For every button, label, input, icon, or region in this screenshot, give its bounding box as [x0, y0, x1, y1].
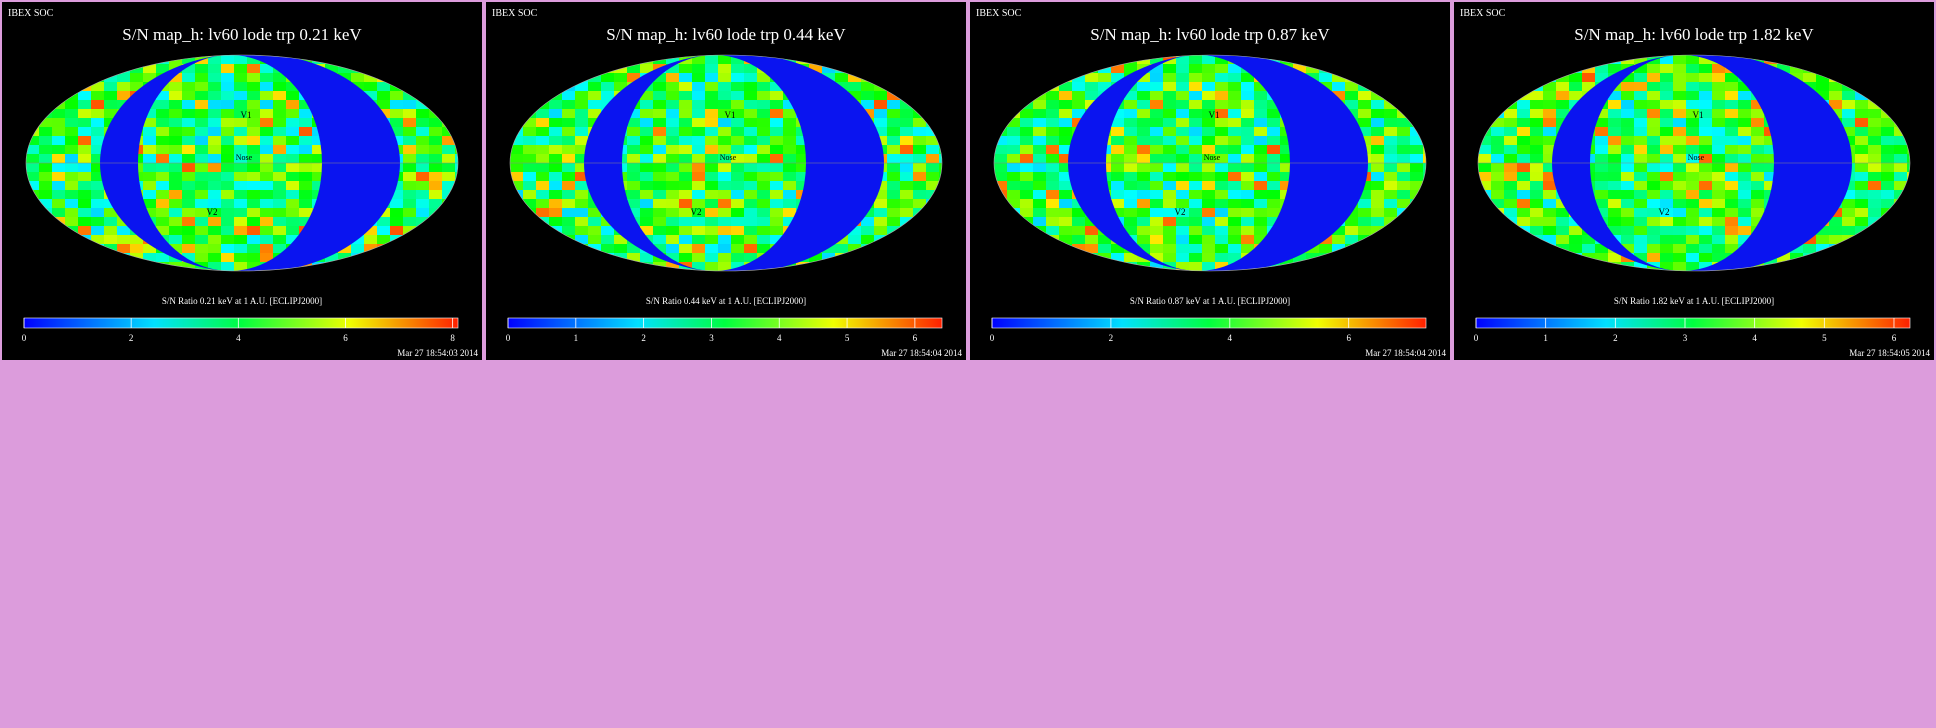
colorbar-label: S/N Ratio 0.87 keV at 1 A.U. [ECLIPJ2000… — [1130, 296, 1290, 306]
colorbar-tick-label: 6 — [1892, 333, 1897, 343]
map-label: V1 — [1209, 110, 1220, 120]
colorbar-tick-label: 0 — [990, 333, 995, 343]
colorbar-tick-label: 0 — [506, 333, 511, 343]
colorbar — [991, 317, 1427, 329]
colorbar-tick-label: 2 — [1613, 333, 1618, 343]
colorbar-label: S/N Ratio 1.82 keV at 1 A.U. [ECLIPJ2000… — [1614, 296, 1774, 306]
colorbar-tick-label: 3 — [1683, 333, 1688, 343]
header: IBEX SOC — [8, 8, 54, 19]
timestamp: Mar 27 18:54:04 2014 — [881, 348, 962, 358]
header: IBEX SOC — [1460, 8, 1506, 19]
colorbar-tick-label: 6 — [1346, 333, 1351, 343]
map-label: V1 — [1693, 110, 1704, 120]
colorbar-tick-label: 5 — [1822, 333, 1827, 343]
colorbar-tick-label: 0 — [1474, 333, 1479, 343]
timestamp: Mar 27 18:54:04 2014 — [1365, 348, 1446, 358]
header: IBEX SOC — [976, 8, 1022, 19]
map-panel: IBEX SOC S/N map_h: lv60 lode trp 1.82 ke… — [1454, 2, 1934, 360]
map-panel: IBEX SOC S/N map_h: lv60 lode trp 0.21 ke… — [2, 2, 482, 360]
colorbar-tick-label: 8 — [450, 333, 455, 343]
title: S/N map_h: lv60 lode trp 0.87 keV — [1090, 25, 1330, 44]
colorbar-tick-label: 2 — [641, 333, 646, 343]
colorbar — [507, 317, 943, 329]
colorbar-tick-label: 1 — [574, 333, 579, 343]
colorbar-tick-label: 2 — [1109, 333, 1114, 343]
title: S/N map_h: lv60 lode trp 1.82 keV — [1574, 25, 1814, 44]
map-label: Nose — [1688, 153, 1705, 162]
map-label: Nose — [1204, 153, 1221, 162]
title: S/N map_h: lv60 lode trp 0.21 keV — [122, 25, 362, 44]
title: S/N map_h: lv60 lode trp 0.44 keV — [606, 25, 846, 44]
colorbar-tick-label: 6 — [913, 333, 918, 343]
timestamp: Mar 27 18:54:05 2014 — [1849, 348, 1930, 358]
map-label: V1 — [725, 110, 736, 120]
colorbar-tick-label: 6 — [343, 333, 348, 343]
colorbar-tick-label: 4 — [1752, 333, 1757, 343]
map-label: V2 — [207, 207, 218, 217]
colorbar-tick-label: 4 — [236, 333, 241, 343]
colorbar-label: S/N Ratio 0.44 keV at 1 A.U. [ECLIPJ2000… — [646, 296, 806, 306]
map-label: V1 — [241, 110, 252, 120]
map-label: Nose — [720, 153, 737, 162]
colorbar-tick-label: 3 — [709, 333, 714, 343]
timestamp: Mar 27 18:54:03 2014 — [397, 348, 478, 358]
colorbar-label: S/N Ratio 0.21 keV at 1 A.U. [ECLIPJ2000… — [162, 296, 322, 306]
map-label: V2 — [1175, 207, 1186, 217]
colorbar-tick-label: 4 — [1228, 333, 1233, 343]
map-label: V2 — [1659, 207, 1670, 217]
colorbar — [1475, 317, 1911, 329]
colorbar-tick-label: 2 — [129, 333, 134, 343]
map-label: Nose — [236, 153, 253, 162]
colorbar-tick-label: 0 — [22, 333, 27, 343]
colorbar-tick-label: 5 — [845, 333, 850, 343]
colorbar-tick-label: 1 — [1543, 333, 1548, 343]
map-label: V2 — [691, 207, 702, 217]
colorbar — [23, 317, 459, 329]
map-panel: IBEX SOC S/N map_h: lv60 lode trp 0.87 ke… — [970, 2, 1450, 360]
colorbar-tick-label: 4 — [777, 333, 782, 343]
map-panel: IBEX SOC S/N map_h: lv60 lode trp 0.44 ke… — [486, 2, 966, 360]
header: IBEX SOC — [492, 8, 538, 19]
